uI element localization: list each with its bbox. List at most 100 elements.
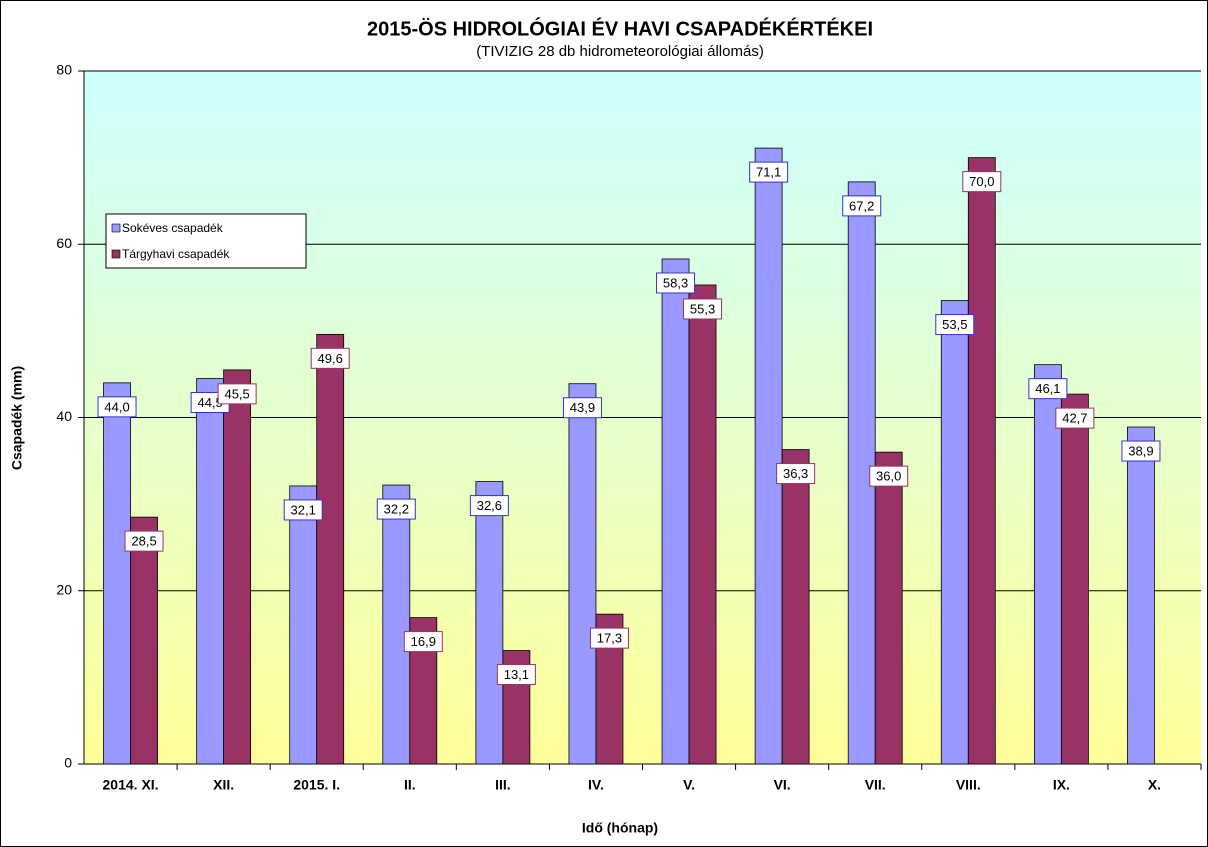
- bar-3d: [688, 284, 717, 765]
- bar: [1127, 426, 1155, 765]
- bar: [967, 157, 996, 765]
- x-tick-label: III.: [495, 777, 511, 793]
- value-label: 45,5: [224, 386, 249, 401]
- x-tick-label: X.: [1148, 777, 1161, 793]
- value-label-box: [403, 631, 443, 653]
- value-label-box: [962, 171, 1002, 193]
- bar-3d: [130, 516, 158, 765]
- value-label-box: [496, 664, 536, 686]
- bar: [382, 484, 411, 765]
- value-label: 36,3: [783, 466, 808, 481]
- bar-3d: [754, 147, 783, 765]
- legend-swatch: [111, 223, 121, 233]
- bar: [130, 516, 158, 765]
- value-label: 46,1: [1035, 381, 1060, 396]
- value-label-box: [217, 383, 257, 405]
- bar-3d: [568, 383, 597, 765]
- bar-3d: [874, 451, 903, 765]
- bar-3d: [196, 378, 225, 765]
- x-axis-label: Idő (hónap): [582, 820, 658, 836]
- bar: [103, 382, 131, 765]
- value-label: 58,3: [663, 275, 688, 290]
- x-tick-label: XII.: [213, 777, 234, 793]
- value-label: 28,5: [131, 534, 156, 549]
- value-label-box: [1028, 378, 1068, 400]
- value-label-box: [683, 298, 723, 320]
- value-label-box: [842, 195, 882, 217]
- value-label-box: [1055, 407, 1095, 429]
- x-tick-label: II.: [404, 777, 416, 793]
- bar: [874, 451, 903, 765]
- value-label-box: [469, 495, 509, 517]
- legend: [105, 213, 307, 269]
- bar: [754, 147, 783, 765]
- bar-3d: [940, 300, 969, 765]
- value-label: 16,9: [411, 634, 436, 649]
- bar-3d: [1060, 393, 1089, 765]
- bar-3d: [475, 481, 504, 765]
- y-tick-label: 40: [56, 408, 72, 424]
- y-tick-label: 0: [64, 755, 72, 771]
- bar-3d: [1033, 364, 1062, 765]
- legend-swatch: [111, 249, 121, 259]
- value-label: 13,1: [504, 667, 529, 682]
- bar: [781, 449, 810, 765]
- y-tick-label: 60: [56, 235, 72, 251]
- chart-subtitle: (TIVIZIG 28 db hidrometeorológiai állomá…: [476, 43, 764, 60]
- legend-label: Sokéves csapadék: [122, 221, 224, 235]
- bar: [688, 284, 717, 765]
- bar-3d: [967, 157, 996, 765]
- bar-3d: [316, 333, 345, 765]
- value-label-box: [562, 397, 602, 419]
- bar-3d: [103, 382, 131, 765]
- value-label-box: [749, 161, 789, 183]
- bar: [475, 481, 504, 765]
- bar-3d: [289, 485, 318, 765]
- x-tick-label: VI.: [774, 777, 791, 793]
- x-tick-label: 2015. I.: [293, 777, 340, 793]
- value-label-box: [935, 314, 975, 336]
- bar-3d: [661, 258, 690, 765]
- value-label: 44,5: [197, 395, 222, 410]
- y-axis-label: Csapadék (mm): [9, 366, 25, 470]
- bar: [316, 333, 345, 765]
- x-tick-label: VIII.: [956, 777, 981, 793]
- bar: [1033, 364, 1062, 765]
- value-label: 44,0: [104, 399, 129, 414]
- value-label-box: [310, 347, 350, 369]
- legend-label: Tárgyhavi csapadék: [122, 247, 230, 261]
- bar: [289, 485, 318, 765]
- value-label: 38,9: [1128, 443, 1153, 458]
- bar-3d: [781, 449, 810, 765]
- bar: [1060, 393, 1089, 765]
- value-label-box: [869, 465, 909, 487]
- bar-3d: [1127, 426, 1155, 765]
- value-label: 53,5: [942, 317, 967, 332]
- bar: [661, 258, 690, 765]
- bar: [223, 369, 252, 765]
- y-tick-label: 80: [56, 62, 72, 78]
- value-label: 49,6: [318, 351, 343, 366]
- value-label-box: [97, 396, 137, 418]
- value-label: 36,0: [876, 469, 901, 484]
- value-label: 32,2: [384, 502, 409, 517]
- value-label-box: [124, 530, 164, 552]
- value-label: 55,3: [690, 301, 715, 316]
- value-label-box: [376, 498, 416, 520]
- value-label: 42,7: [1062, 411, 1087, 426]
- bar-3d: [223, 369, 252, 765]
- value-label: 71,1: [756, 165, 781, 180]
- y-tick-label: 20: [56, 581, 72, 597]
- x-tick-label: 2014. XI.: [103, 777, 159, 793]
- value-label-box: [283, 499, 323, 521]
- bar: [568, 383, 597, 765]
- value-label-box: [776, 463, 816, 485]
- bar-3d: [382, 484, 411, 765]
- value-label: 67,2: [849, 198, 874, 213]
- value-label: 17,3: [597, 631, 622, 646]
- x-tick-label: VII.: [865, 777, 886, 793]
- value-label-box: [1121, 440, 1161, 462]
- bar: [940, 300, 969, 765]
- value-label: 43,9: [570, 400, 595, 415]
